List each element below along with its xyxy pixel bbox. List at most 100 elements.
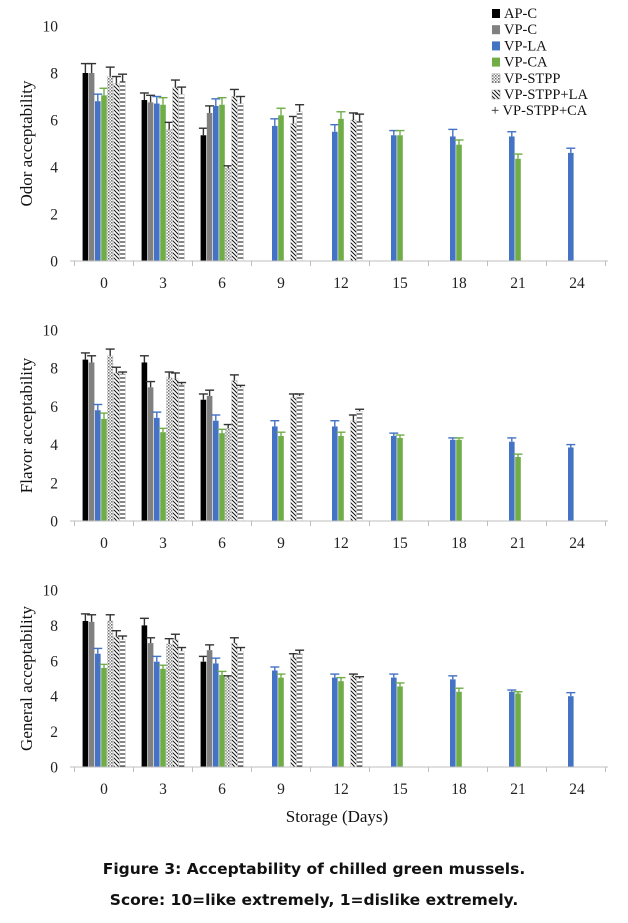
bar — [213, 420, 219, 521]
bar — [515, 457, 521, 521]
legend-label: VP-CA — [504, 55, 548, 71]
bar — [278, 677, 284, 767]
bar — [338, 436, 344, 521]
bar — [113, 83, 120, 262]
bar — [219, 674, 225, 767]
bar — [568, 447, 574, 521]
bar — [95, 410, 101, 521]
y-tick-label: 6 — [50, 113, 58, 130]
bar — [397, 135, 403, 261]
y-tick-label: 4 — [50, 437, 58, 454]
bar — [141, 625, 148, 767]
x-tick-label: 3 — [159, 781, 167, 798]
y-tick-label: 0 — [50, 514, 58, 531]
x-tick-label: 18 — [451, 535, 467, 552]
x-tick-label: 18 — [451, 781, 467, 798]
bar — [332, 426, 338, 521]
legend-label: AP-C — [504, 6, 537, 22]
bar — [290, 397, 297, 522]
x-tick-label: 21 — [510, 781, 526, 798]
bar — [272, 426, 278, 521]
legend-swatch — [492, 57, 500, 67]
y-tick-label: 6 — [50, 399, 58, 416]
bar — [154, 103, 160, 261]
bar — [350, 420, 357, 522]
bar — [147, 387, 154, 521]
bar — [237, 387, 244, 522]
bar — [200, 661, 207, 767]
legend-label: VP-STPP — [504, 71, 560, 87]
x-tick-label: 12 — [333, 535, 349, 552]
bar — [290, 657, 297, 768]
bar — [450, 679, 456, 767]
bar — [95, 653, 101, 767]
bar — [141, 362, 148, 521]
x-tick-label: 6 — [218, 781, 226, 798]
x-tick-label: 6 — [218, 535, 226, 552]
bar — [206, 112, 213, 261]
bar — [456, 691, 462, 767]
y-tick-label: 10 — [43, 323, 59, 340]
bar — [107, 76, 114, 262]
y-tick-label: 8 — [50, 361, 58, 378]
bar — [509, 441, 515, 521]
x-tick-label: 15 — [392, 535, 408, 552]
bar — [237, 650, 244, 768]
bar — [568, 152, 574, 261]
x-tick-label: 24 — [569, 535, 585, 552]
bar — [338, 118, 344, 261]
x-tick-label: 3 — [159, 535, 167, 552]
x-tick-label: 12 — [333, 781, 349, 798]
y-tick-label: 2 — [50, 207, 58, 224]
y-tick-label: 10 — [43, 19, 59, 36]
bar — [166, 377, 173, 522]
bar — [95, 101, 101, 261]
bar — [225, 167, 232, 262]
bar — [231, 96, 238, 262]
bar — [332, 677, 338, 767]
bar — [147, 102, 154, 261]
bar — [101, 418, 107, 521]
x-tick-label: 12 — [333, 275, 349, 292]
bar — [119, 373, 126, 522]
bar — [113, 372, 120, 522]
y-tick-label: 8 — [50, 66, 58, 83]
y-axis-label: Odor acceptability — [17, 80, 36, 207]
legend-label: + VP-STPP+CA — [491, 103, 588, 119]
x-tick-label: 15 — [392, 275, 408, 292]
legend-swatch — [491, 73, 501, 84]
bar — [278, 436, 284, 521]
bar — [456, 439, 462, 521]
y-tick-label: 8 — [50, 618, 58, 635]
bar — [101, 95, 107, 261]
bar — [88, 362, 95, 521]
bar — [88, 73, 95, 261]
x-tick-label: 24 — [569, 781, 585, 798]
bar — [166, 643, 173, 768]
bar — [296, 653, 303, 768]
y-tick-label: 6 — [50, 653, 58, 670]
bar — [178, 384, 185, 522]
y-tick-label: 0 — [50, 254, 58, 271]
y-tick-label: 0 — [50, 760, 58, 777]
bar — [450, 136, 456, 261]
bar — [450, 439, 456, 521]
bar — [178, 93, 185, 262]
bar — [206, 395, 213, 521]
bar — [356, 410, 363, 522]
bar — [160, 668, 166, 767]
bar — [332, 131, 338, 261]
legend-label: VP-LA — [504, 38, 547, 54]
bar — [296, 111, 303, 262]
bar — [172, 86, 179, 262]
bar — [296, 395, 303, 522]
bar — [113, 635, 120, 768]
bar — [350, 675, 357, 768]
bar — [338, 681, 344, 767]
bar — [225, 428, 232, 522]
bar — [213, 663, 219, 767]
legend-swatch — [491, 89, 501, 100]
